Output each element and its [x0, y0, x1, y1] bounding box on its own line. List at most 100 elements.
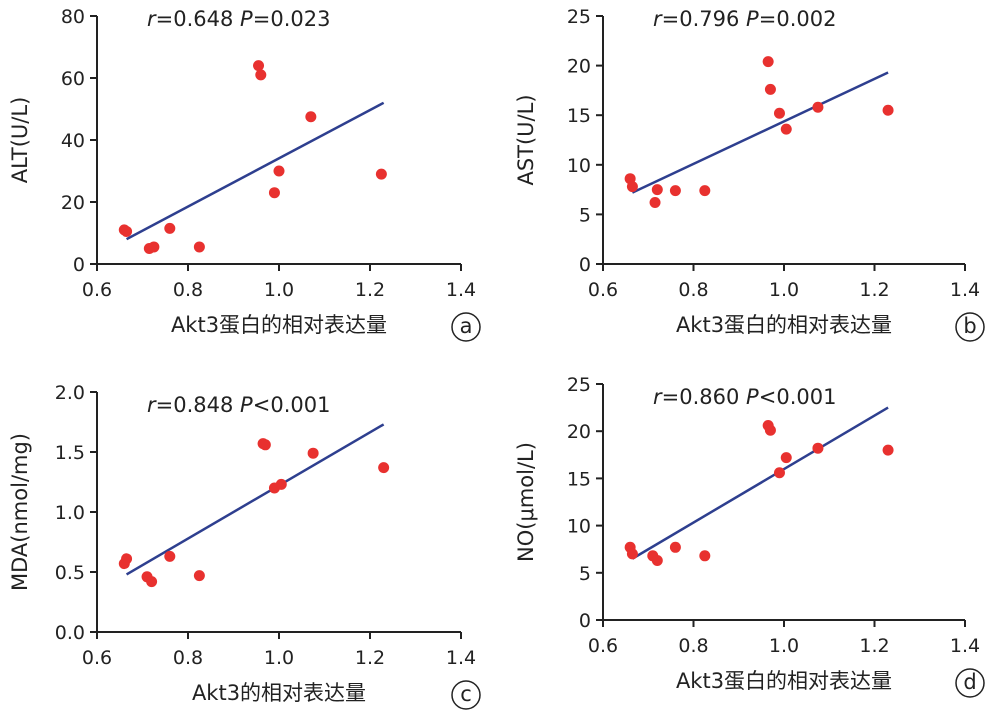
data-point [121, 225, 133, 237]
r-symbol: r [147, 7, 157, 31]
data-point [378, 462, 390, 474]
x-tick-label: 1.2 [355, 647, 385, 669]
x-tick-label: 1.0 [769, 635, 799, 657]
data-point [253, 60, 265, 72]
y-tick-label: 25 [567, 6, 591, 28]
y-tick-label: 5 [579, 563, 591, 585]
panel-label: a [460, 314, 473, 338]
fit-line [631, 406, 889, 560]
stat-annotation: r=0.860 P<0.001 [653, 385, 836, 409]
x-tick-label: 0.6 [82, 279, 112, 301]
r-value: 0.648 [173, 7, 233, 31]
r-eq: = [156, 393, 174, 417]
y-tick-label: 80 [61, 6, 85, 28]
data-point [699, 550, 711, 562]
y-axis-label: MDA(nmol/mg) [8, 433, 32, 591]
data-point [148, 241, 160, 253]
p-value: 0.001 [270, 393, 330, 417]
x-tick-label: 0.6 [588, 279, 618, 301]
y-tick-label: 5 [579, 204, 591, 226]
data-point [146, 576, 158, 588]
p-symbol: P [233, 393, 253, 417]
y-tick-label: 40 [61, 130, 85, 152]
y-tick-label: 0.0 [55, 622, 85, 644]
x-tick-label: 1.2 [859, 635, 889, 657]
p-value: 0.001 [776, 385, 836, 409]
data-point [651, 555, 663, 567]
x-tick-label: 1.4 [446, 279, 476, 301]
x-tick-label: 1.4 [950, 635, 980, 657]
x-tick-label: 1.0 [264, 279, 294, 301]
x-tick-label: 0.8 [678, 279, 708, 301]
data-point [273, 165, 285, 177]
p-symbol: P [739, 385, 759, 409]
data-point [762, 56, 774, 68]
p-operator: = [253, 7, 271, 31]
data-point [812, 101, 824, 113]
x-tick-label: 1.4 [446, 647, 476, 669]
data-point [764, 424, 776, 436]
data-point [669, 185, 681, 197]
panel-label: d [963, 670, 976, 694]
data-point [121, 553, 133, 565]
p-value: 0.023 [270, 7, 330, 31]
y-tick-label: 0.5 [55, 562, 85, 584]
y-tick-label: 0 [579, 254, 591, 276]
x-tick-label: 1.2 [355, 279, 385, 301]
x-axis-label: Akt3蛋白的相对表达量 [676, 669, 892, 693]
y-tick-label: 25 [567, 374, 591, 396]
x-tick-label: 0.8 [173, 647, 203, 669]
y-tick-label: 15 [567, 468, 591, 490]
data-point [780, 452, 792, 464]
fit-line [125, 101, 385, 241]
y-axis-label: NO(μmol/L) [514, 442, 538, 562]
panel-label: c [460, 682, 472, 706]
r-eq: = [156, 7, 174, 31]
stat-annotation: r=0.648 P=0.023 [147, 7, 330, 31]
x-tick-label: 0.8 [678, 635, 708, 657]
p-operator: = [759, 7, 777, 31]
data-point [773, 467, 785, 479]
data-point [773, 107, 785, 119]
y-tick-label: 1.5 [55, 442, 85, 464]
data-point [882, 444, 894, 456]
panel-label-circle [451, 680, 481, 710]
data-point [164, 222, 176, 234]
data-point [193, 241, 205, 253]
r-symbol: r [147, 393, 157, 417]
y-tick-label: 20 [61, 192, 85, 214]
data-point [699, 185, 711, 197]
x-tick-label: 1.2 [859, 279, 889, 301]
data-point [275, 478, 287, 490]
data-point [259, 439, 271, 451]
x-tick-label: 1.0 [264, 647, 294, 669]
p-operator: < [253, 393, 271, 417]
x-tick-label: 0.6 [82, 647, 112, 669]
x-tick-label: 0.6 [588, 635, 618, 657]
panel-label-circle [955, 668, 985, 698]
x-axis-label: Akt3蛋白的相对表达量 [171, 313, 387, 337]
panel-label-circle [955, 312, 985, 342]
fit-line [125, 423, 385, 576]
y-tick-label: 0 [73, 254, 85, 276]
stat-annotation: r=0.848 P<0.001 [147, 393, 330, 417]
y-tick-label: 20 [567, 421, 591, 443]
data-point [882, 104, 894, 116]
r-symbol: r [653, 7, 663, 31]
r-value: 0.848 [173, 393, 233, 417]
data-point [626, 548, 638, 560]
data-point [780, 123, 792, 135]
y-tick-label: 15 [567, 105, 591, 127]
y-tick-label: 0 [579, 610, 591, 632]
data-point [193, 570, 205, 582]
data-point [649, 196, 661, 208]
y-axis-label: ALT(U/L) [8, 97, 32, 184]
x-axis-label: Akt3蛋白的相对表达量 [676, 313, 892, 337]
y-tick-label: 60 [61, 68, 85, 90]
r-value: 0.860 [679, 385, 739, 409]
data-point [305, 111, 317, 123]
data-point [375, 168, 387, 180]
p-operator: < [759, 385, 777, 409]
y-tick-label: 1.0 [55, 502, 85, 524]
